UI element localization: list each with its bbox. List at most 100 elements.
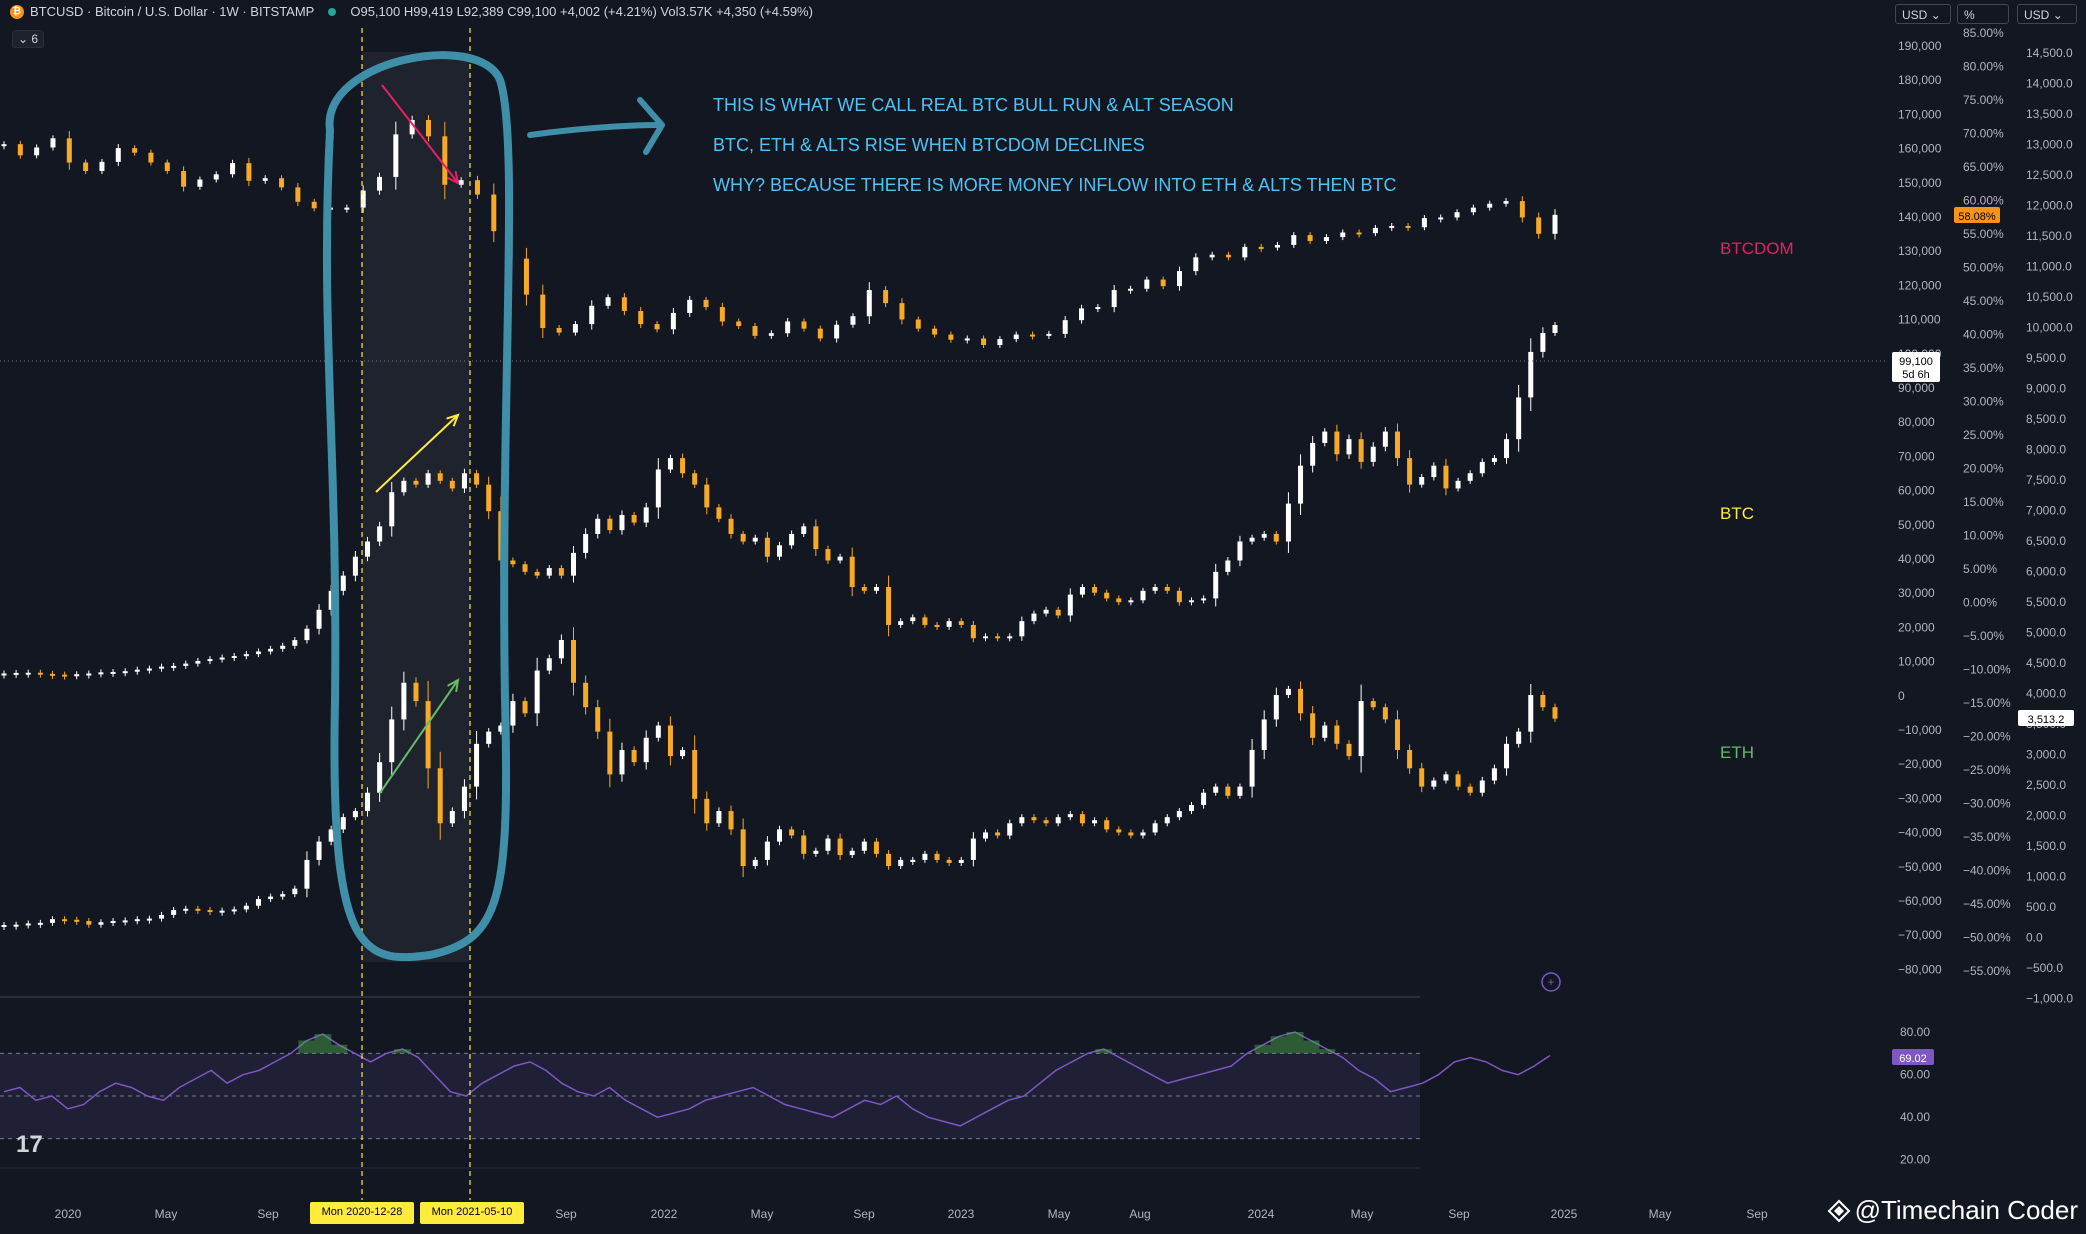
btc-candle	[1382, 431, 1388, 447]
btcdom-candle	[491, 194, 497, 232]
eth-candle	[1467, 786, 1473, 793]
btc-candle	[898, 621, 904, 625]
y-tick-right: 6,000.0	[2026, 565, 2066, 579]
btcdom-candle	[1454, 212, 1460, 218]
y-tick-right: 9,500.0	[2026, 351, 2066, 365]
y-tick-left: 30,000	[1898, 586, 1935, 600]
btcdom-candle	[801, 321, 807, 329]
btc-candle	[195, 660, 201, 664]
btc-candle	[49, 673, 55, 676]
btc-candle	[1310, 442, 1316, 466]
watermark: @Timechain Coder	[1827, 1195, 2078, 1226]
x-tick: 2023	[948, 1207, 975, 1221]
x-tick: Sep	[257, 1207, 279, 1221]
btc-candle	[268, 648, 274, 652]
rsi-tick: 80.00	[1900, 1025, 1930, 1039]
eth-candle	[159, 914, 165, 919]
y-tick-left: 140,000	[1898, 210, 1942, 224]
y-tick-pct: 50.00%	[1963, 261, 2004, 275]
eth-candle	[86, 921, 92, 925]
y-tick-pct: −30.00%	[1963, 797, 2011, 811]
market-status-icon	[328, 7, 337, 16]
btc-candle	[389, 492, 395, 527]
btc-candle	[146, 668, 152, 671]
btcdom-candle	[556, 327, 562, 333]
btcdom-candle	[1095, 307, 1101, 310]
btc-candle	[1261, 533, 1267, 538]
btc-candle	[1019, 621, 1025, 637]
eth-series	[1, 627, 1558, 930]
btc-candle	[1213, 571, 1219, 599]
eth-candle	[1, 925, 7, 927]
date-marker-label-bg	[310, 1202, 414, 1224]
eth-candle	[1528, 694, 1534, 732]
btc-candle	[692, 473, 698, 485]
btcdom-candle	[1307, 235, 1313, 242]
eth-candle	[207, 910, 213, 913]
eth-candle	[474, 743, 480, 787]
eth-candle	[522, 701, 528, 714]
y-tick-pct: 35.00%	[1963, 361, 2004, 375]
btc-candle	[1528, 351, 1534, 398]
eth-candle	[728, 811, 734, 830]
eth-candle	[74, 919, 80, 922]
btc-candle	[1552, 325, 1558, 333]
eth-candle	[280, 894, 286, 897]
btc-candle	[1407, 458, 1413, 485]
label-btcdom: BTCDOM	[1720, 239, 1794, 258]
rsi-value-tag: 69.02	[1892, 1049, 1934, 1065]
btcdom-candle	[262, 178, 268, 181]
btcdom-candle	[915, 319, 921, 329]
eth-candle	[183, 908, 189, 911]
btc-candle	[1491, 458, 1497, 462]
pointer-arrow-head	[637, 97, 665, 155]
y-tick-right: 13,500.0	[2026, 107, 2073, 121]
date-marker-label-text: Mon 2020-12-28	[322, 1206, 403, 1218]
btcdom-candle	[638, 310, 644, 325]
eth-candle	[764, 841, 770, 860]
btc-candle	[74, 674, 80, 677]
y-tick-left: −20,000	[1898, 757, 1942, 771]
btcdom-candle	[752, 326, 758, 336]
eth-candle	[98, 922, 104, 925]
btcdom-candle	[1160, 279, 1166, 287]
date-marker-label-text: Mon 2021-05-10	[432, 1206, 513, 1218]
btc-candle	[777, 545, 782, 557]
eth-candle	[619, 749, 625, 775]
y-tick-pct: 60.00%	[1963, 194, 2004, 208]
chevron-down-icon: ⌄	[2052, 8, 2063, 22]
btc-candle	[704, 484, 710, 508]
eth-candle	[1407, 749, 1413, 769]
btcdom-candle	[621, 297, 627, 311]
y-tick-right: 12,000.0	[2026, 199, 2073, 213]
currency-select-right[interactable]: USD ⌄	[2017, 4, 2077, 24]
y-tick-left: 10,000	[1898, 655, 1935, 669]
y-tick-right: 500.0	[2026, 900, 2056, 914]
btc-candle	[1079, 587, 1085, 595]
btc-candle	[680, 458, 686, 474]
chart-header: ₿ BTCUSD · Bitcoin / U.S. Dollar · 1W · …	[10, 4, 813, 19]
y-tick-right: 13,000.0	[2026, 138, 2073, 152]
y-tick-right: 9,000.0	[2026, 382, 2066, 396]
btc-candle	[728, 518, 734, 534]
btcdom-candle	[785, 321, 791, 334]
btc-candle	[837, 556, 843, 561]
eth-candle	[328, 829, 334, 842]
eth-candle	[486, 731, 492, 744]
btc-candle	[619, 514, 625, 531]
indicators-collapse-button[interactable]: ⌄ 6	[12, 30, 45, 48]
eth-candle	[1092, 820, 1098, 824]
btc-candle	[1007, 636, 1013, 639]
eth-candle	[607, 731, 613, 775]
symbol-title[interactable]: BTCUSD · Bitcoin / U.S. Dollar · 1W · BI…	[30, 4, 315, 19]
btcdom-candle	[589, 305, 595, 325]
y-tick-pct: 75.00%	[1963, 93, 2004, 107]
percent-scale-select[interactable]: %	[1957, 4, 2009, 24]
eth-candle	[1007, 823, 1013, 836]
eth-candle	[740, 829, 746, 867]
btcdom-candle	[1013, 334, 1019, 340]
btc-candle	[122, 671, 128, 674]
y-tick-right: 4,000.0	[2026, 687, 2066, 701]
currency-select-left[interactable]: USD ⌄	[1895, 4, 1951, 24]
